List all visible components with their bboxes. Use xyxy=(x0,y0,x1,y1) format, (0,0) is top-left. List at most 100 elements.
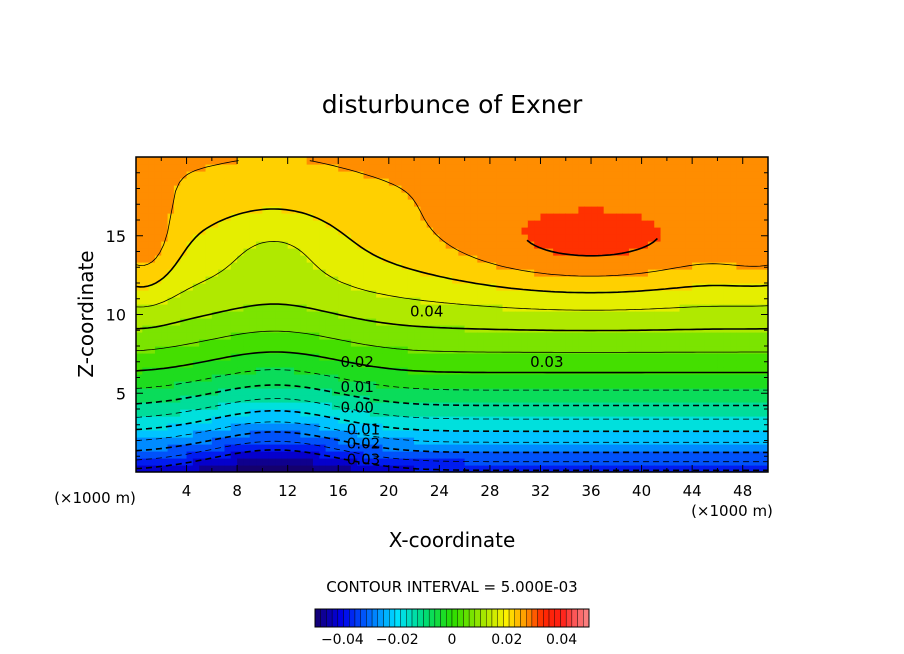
contour-cell xyxy=(546,283,554,291)
contour-cell xyxy=(388,360,396,368)
contour-cell xyxy=(433,248,440,256)
contour-cell xyxy=(205,206,213,214)
contour-cell xyxy=(515,220,523,228)
contour-cell xyxy=(243,374,251,382)
contour-cell xyxy=(300,451,308,459)
contour-cell xyxy=(243,255,251,263)
contour-cell xyxy=(553,157,561,165)
contour-cell xyxy=(262,325,270,333)
contour-cell xyxy=(376,465,384,472)
contour-cell xyxy=(186,304,194,312)
contour-cell xyxy=(572,451,579,459)
contour-cell xyxy=(496,395,504,403)
contour-cell xyxy=(483,381,491,389)
contour-cell xyxy=(736,171,744,179)
contour-cell xyxy=(641,465,649,472)
contour-cell xyxy=(742,332,750,340)
contour-cell xyxy=(711,164,719,172)
contour-cell xyxy=(584,311,592,319)
contour-cell xyxy=(616,367,624,375)
contour-cell xyxy=(256,248,263,256)
contour-cell xyxy=(736,451,744,459)
colorbar-cell xyxy=(571,608,578,628)
contour-cell xyxy=(306,283,314,291)
contour-cell xyxy=(470,290,478,298)
contour-cell xyxy=(597,444,605,452)
contour-cell xyxy=(704,388,712,396)
contour-cell xyxy=(704,360,712,368)
contour-cell xyxy=(730,262,737,270)
contour-cell xyxy=(654,276,662,284)
contour-cell xyxy=(496,416,504,424)
contour-cell xyxy=(224,444,232,452)
contour-cell xyxy=(502,192,510,200)
contour-cell xyxy=(704,157,712,165)
contour-cell xyxy=(572,199,579,207)
contour-cell xyxy=(287,458,295,466)
contour-cell xyxy=(711,206,719,214)
contour-cell xyxy=(641,255,649,263)
contour-cell xyxy=(237,269,245,277)
contour-cell xyxy=(749,430,756,438)
contour-cell xyxy=(534,346,542,354)
contour-cell xyxy=(635,367,643,375)
contour-cell xyxy=(395,409,403,417)
colorbar-cell xyxy=(543,608,550,628)
contour-cell xyxy=(496,367,504,375)
contour-cell xyxy=(597,423,605,431)
contour-cell xyxy=(439,304,447,312)
contour-cell xyxy=(578,227,586,235)
contour-cell xyxy=(401,325,409,333)
contour-cell xyxy=(660,304,668,312)
contour-cell xyxy=(660,381,668,389)
contour-cell xyxy=(294,276,301,284)
contour-cell xyxy=(161,234,169,242)
contour-cell xyxy=(433,178,440,186)
contour-cell xyxy=(205,465,213,472)
contour-cell xyxy=(249,444,257,452)
contour-cell xyxy=(622,206,630,214)
contour-cell xyxy=(142,458,150,466)
contour-cell xyxy=(243,283,251,291)
contour-cell xyxy=(616,311,624,319)
contour-cell xyxy=(597,234,605,242)
contour-cell xyxy=(654,430,662,438)
contour-cell xyxy=(673,311,681,319)
contour-cell xyxy=(173,206,181,214)
contour-cell xyxy=(698,213,706,221)
contour-cell xyxy=(692,381,700,389)
contour-cell xyxy=(350,388,358,396)
y-tick-label: 5 xyxy=(116,384,126,403)
contour-cell xyxy=(666,171,674,179)
colorbar-tick-label: 0.02 xyxy=(491,632,522,648)
contour-cell xyxy=(388,171,396,179)
contour-cell xyxy=(357,465,365,472)
contour-cell xyxy=(654,241,662,249)
contour-cell xyxy=(249,381,257,389)
contour-cell xyxy=(496,241,504,249)
contour-cell xyxy=(489,178,497,186)
contour-cell xyxy=(161,220,169,228)
contour-cell xyxy=(591,297,598,305)
contour-cell xyxy=(439,458,447,466)
contour-cell xyxy=(742,248,750,256)
contour-cell xyxy=(331,346,339,354)
contour-cell xyxy=(521,283,529,291)
contour-cell xyxy=(660,227,668,235)
contour-cell xyxy=(167,388,175,396)
contour-cell xyxy=(173,248,181,256)
contour-cell xyxy=(237,388,245,396)
contour-cell xyxy=(660,444,668,452)
contour-cell xyxy=(325,430,333,438)
contour-cell xyxy=(439,437,447,445)
contour-cell xyxy=(426,164,434,172)
contour-cell xyxy=(420,178,428,186)
contour-cell xyxy=(256,346,263,354)
contour-cell xyxy=(376,262,384,270)
contour-cell xyxy=(565,269,573,277)
contour-cell xyxy=(275,185,282,193)
contour-cell xyxy=(660,339,668,347)
contour-cell xyxy=(470,451,478,459)
contour-cell xyxy=(300,227,308,235)
contour-cell xyxy=(426,332,434,340)
